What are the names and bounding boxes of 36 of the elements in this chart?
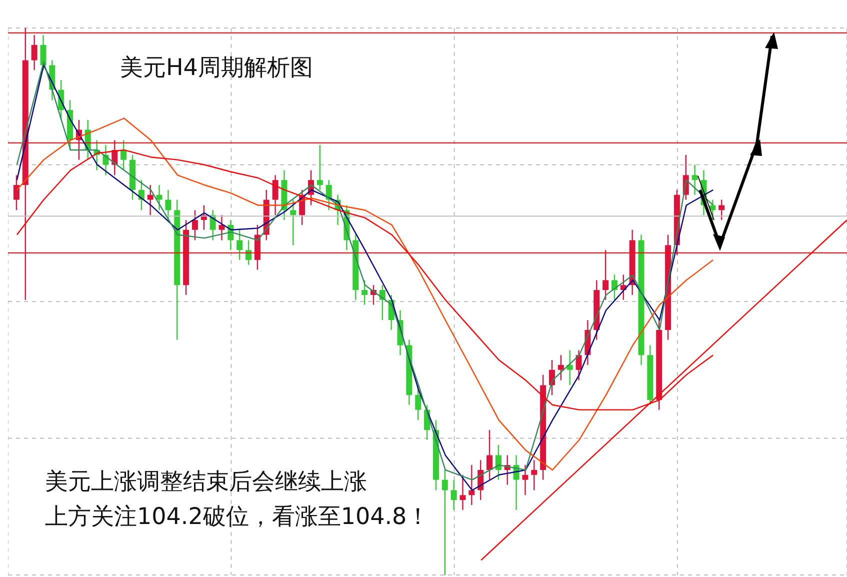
candlestick: [611, 274, 618, 300]
candlestick: [362, 280, 368, 306]
candlestick: [13, 174, 20, 211]
candlestick: [495, 444, 502, 480]
candlestick: [147, 184, 154, 216]
candlestick: [460, 474, 466, 511]
candlestick: [442, 469, 448, 575]
candlestick: [236, 229, 243, 261]
candlestick: [156, 184, 162, 211]
candlestick: [718, 199, 725, 221]
candlestick: [486, 429, 493, 480]
annotation: 美元上涨调整结束后会继续上涨: [45, 468, 367, 497]
candlestick: [192, 210, 198, 241]
candlestick: [531, 460, 538, 491]
candlestick: [31, 34, 38, 71]
candlestick: [558, 354, 564, 381]
candlestick: [165, 189, 172, 221]
candlestick: [692, 164, 698, 196]
candlestick: [120, 140, 127, 171]
candlestick: [522, 464, 528, 496]
candlestick: [290, 199, 296, 246]
annotation: 上方关注104.2破位，看涨至104.8！: [45, 503, 430, 532]
candlestick: [102, 144, 109, 176]
candlestick: [566, 350, 573, 386]
candlestick: [218, 214, 225, 241]
candlestick: [576, 350, 582, 381]
candlestick: [316, 144, 323, 191]
candlestick: [602, 249, 609, 300]
candlestick: [415, 384, 422, 421]
text: 美元H4周期解析图: [120, 54, 313, 83]
candlestick: [272, 174, 278, 216]
candlestick: [326, 179, 332, 211]
candlestick: [450, 479, 457, 511]
candlestick: [710, 199, 716, 221]
candlestick: [468, 464, 475, 506]
candlestick: [246, 240, 252, 266]
